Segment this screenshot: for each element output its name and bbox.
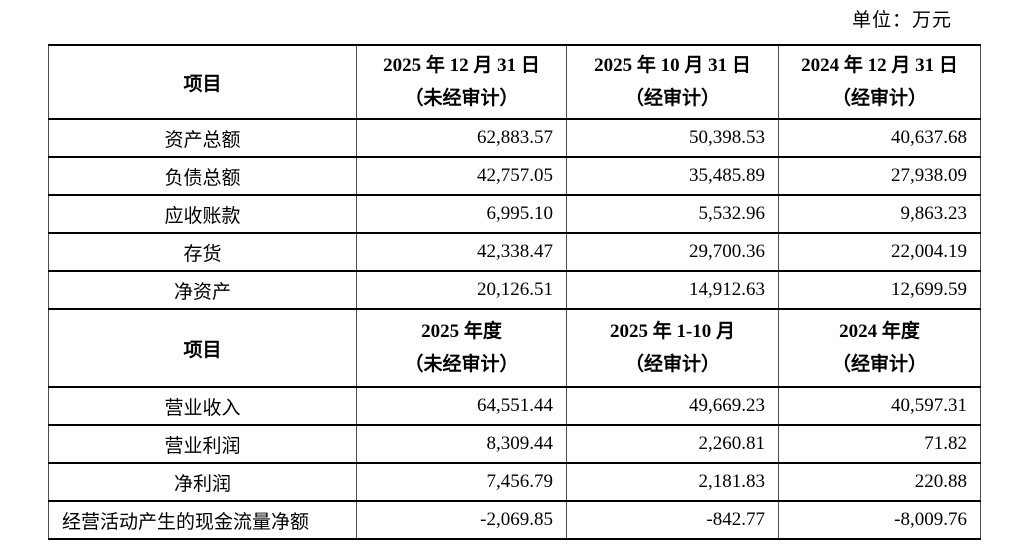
value-cell: 12,699.59: [778, 270, 981, 310]
row-label: 净资产: [48, 270, 357, 310]
table-row-total-assets: 资产总额 62,883.57 50,398.53 40,637.68: [48, 118, 981, 158]
value-cell: 40,637.68: [778, 118, 981, 158]
section1-header-col2: 2025 年 10 月 31 日 （经审计）: [566, 44, 779, 120]
value-cell: -2,069.85: [356, 500, 567, 540]
section1-col1-date: 2025 年 12 月 31 日: [383, 55, 540, 76]
section2-header-row: 项目 2025 年度 （未经审计） 2025 年 1-10 月 （经审计） 20…: [48, 308, 981, 388]
section2-col1-period: 2025 年度: [421, 321, 502, 342]
value-cell: 64,551.44: [356, 386, 567, 426]
value-cell: 40,597.31: [778, 386, 981, 426]
value-cell: 22,004.19: [778, 232, 981, 272]
value-cell: 9,863.23: [778, 194, 981, 234]
value-cell: 71.82: [778, 424, 981, 464]
section1-header-col1: 2025 年 12 月 31 日 （未经审计）: [356, 44, 567, 120]
section1-header-item: 项目: [48, 44, 357, 120]
row-label: 存货: [48, 232, 357, 272]
value-cell: 2,181.83: [566, 462, 779, 502]
section1-col2-audit-status: （经审计）: [624, 88, 720, 109]
section1-col3-date: 2024 年 12 月 31 日: [801, 55, 958, 76]
row-label: 营业利润: [48, 424, 357, 464]
table-row-total-liabilities: 负债总额 42,757.05 35,485.89 27,938.09: [48, 156, 981, 196]
section1-col1-audit-status: （未经审计）: [404, 88, 519, 109]
section2-col3-audit-status: （经审计）: [831, 354, 927, 375]
section1-header-row: 项目 2025 年 12 月 31 日 （未经审计） 2025 年 10 月 3…: [48, 44, 981, 120]
section2-header-col1: 2025 年度 （未经审计）: [356, 308, 567, 388]
value-cell: 7,456.79: [356, 462, 567, 502]
value-cell: -8,009.76: [778, 500, 981, 540]
value-cell: -842.77: [566, 500, 779, 540]
table-row-net-assets: 净资产 20,126.51 14,912.63 12,699.59: [48, 270, 981, 310]
table-row-inventory: 存货 42,338.47 29,700.36 22,004.19: [48, 232, 981, 272]
value-cell: 50,398.53: [566, 118, 779, 158]
unit-label: 单位：万元: [851, 10, 952, 31]
row-label: 营业收入: [48, 386, 357, 426]
section2-col2-audit-status: （经审计）: [624, 354, 720, 375]
row-label: 资产总额: [48, 118, 357, 158]
value-cell: 20,126.51: [356, 270, 567, 310]
table-row-operating-cash-flow: 经营活动产生的现金流量净额 -2,069.85 -842.77 -8,009.7…: [48, 500, 981, 540]
value-cell: 8,309.44: [356, 424, 567, 464]
value-cell: 2,260.81: [566, 424, 779, 464]
section2-header-col2: 2025 年 1-10 月 （经审计）: [566, 308, 779, 388]
section2-col2-period: 2025 年 1-10 月: [609, 321, 736, 342]
value-cell: 27,938.09: [778, 156, 981, 196]
value-cell: 35,485.89: [566, 156, 779, 196]
value-cell: 49,669.23: [566, 386, 779, 426]
section1-header-col3: 2024 年 12 月 31 日 （经审计）: [778, 44, 981, 120]
table-row-operating-revenue: 营业收入 64,551.44 49,669.23 40,597.31: [48, 386, 981, 426]
value-cell: 42,757.05: [356, 156, 567, 196]
row-label: 应收账款: [48, 194, 357, 234]
section2-col3-period: 2024 年度: [839, 321, 920, 342]
value-cell: 62,883.57: [356, 118, 567, 158]
value-cell: 14,912.63: [566, 270, 779, 310]
section2-col1-audit-status: （未经审计）: [404, 354, 519, 375]
financial-summary-table: 项目 2025 年 12 月 31 日 （未经审计） 2025 年 10 月 3…: [48, 44, 981, 540]
row-label: 净利润: [48, 462, 357, 502]
section2-header-col3: 2024 年度 （经审计）: [778, 308, 981, 388]
value-cell: 5,532.96: [566, 194, 779, 234]
table-row-net-profit: 净利润 7,456.79 2,181.83 220.88: [48, 462, 981, 502]
section2-header-item: 项目: [48, 308, 357, 388]
section1-col3-audit-status: （经审计）: [831, 88, 927, 109]
value-cell: 42,338.47: [356, 232, 567, 272]
section1-col2-date: 2025 年 10 月 31 日: [594, 55, 751, 76]
value-cell: 220.88: [778, 462, 981, 502]
table-row-operating-profit: 营业利润 8,309.44 2,260.81 71.82: [48, 424, 981, 464]
row-label: 经营活动产生的现金流量净额: [48, 500, 357, 540]
value-cell: 6,995.10: [356, 194, 567, 234]
value-cell: 29,700.36: [566, 232, 779, 272]
row-label: 负债总额: [48, 156, 357, 196]
table-row-accounts-receivable: 应收账款 6,995.10 5,532.96 9,863.23: [48, 194, 981, 234]
